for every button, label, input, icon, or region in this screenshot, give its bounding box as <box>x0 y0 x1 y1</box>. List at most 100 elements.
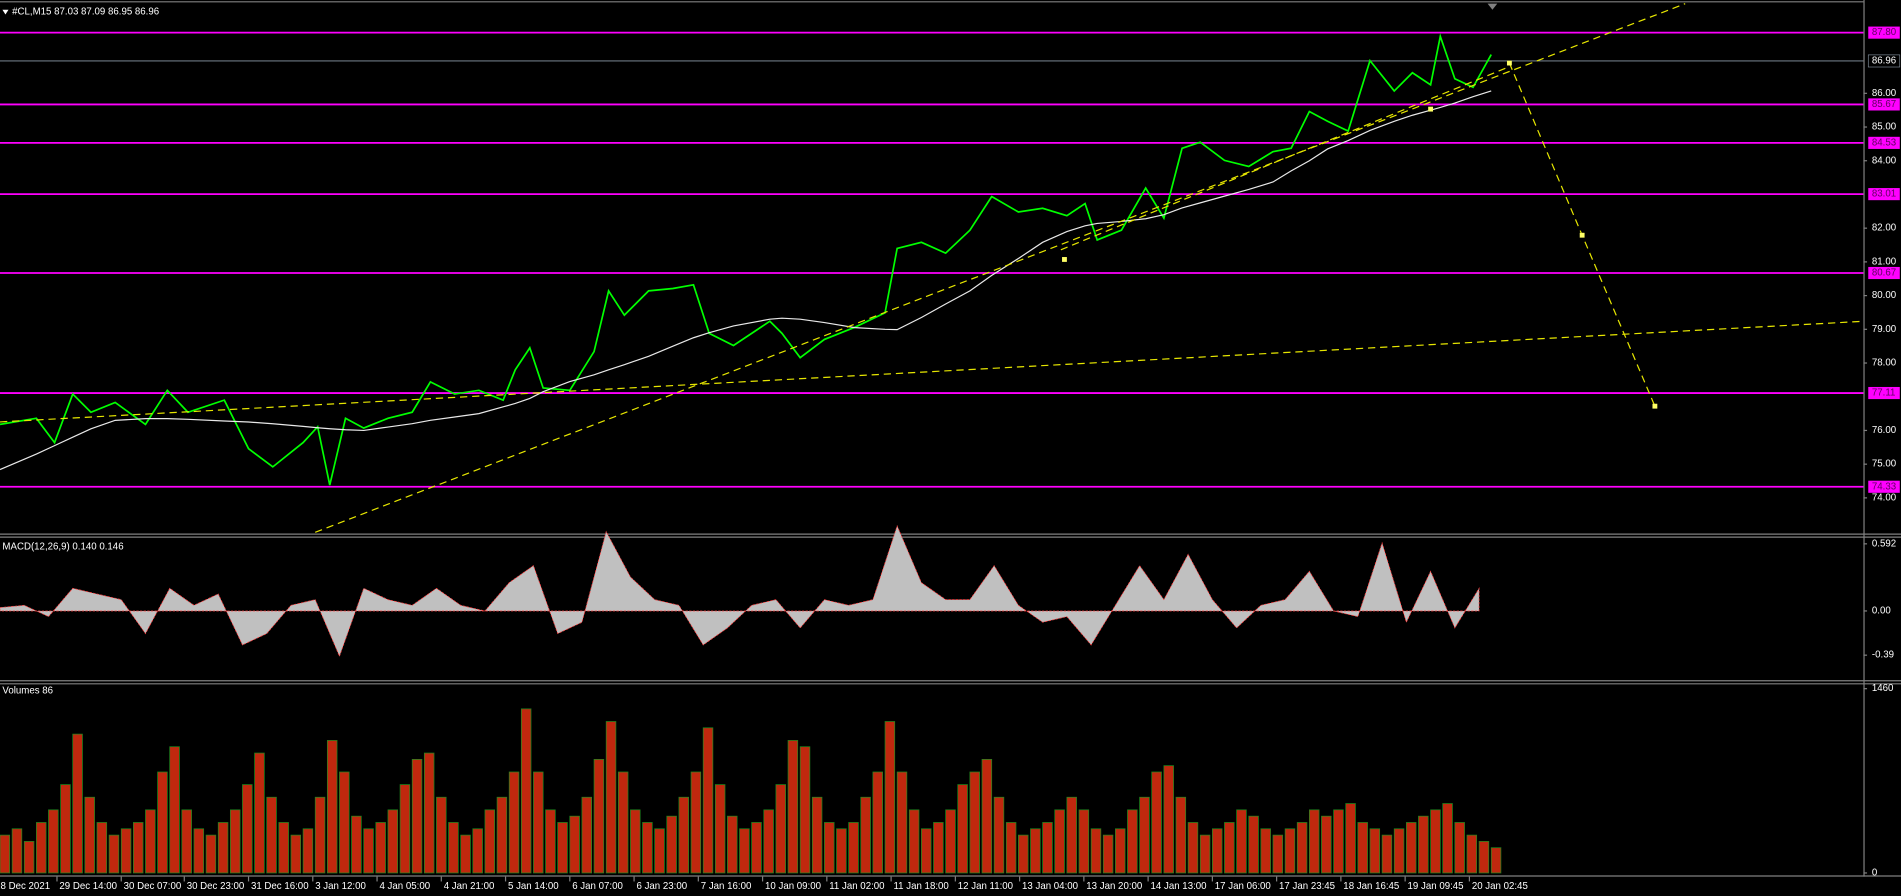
volume-bar <box>36 822 47 874</box>
volume-bar <box>290 834 302 874</box>
volume-bar <box>545 809 556 874</box>
volume-bar <box>193 828 205 874</box>
volume-bar <box>205 834 217 874</box>
level-label: 84.53 <box>1872 137 1896 148</box>
volume-bar <box>811 796 823 874</box>
y-tick-label: 0 <box>1872 868 1878 879</box>
volume-bar <box>1139 796 1150 874</box>
volume-bar <box>1430 809 1441 874</box>
volume-bar <box>1478 841 1490 874</box>
x-tick-label: 29 Dec 14:00 <box>59 881 117 892</box>
volume-bar <box>436 796 447 874</box>
volume-bar <box>423 752 435 874</box>
trendline <box>314 3 1686 533</box>
volume-bar <box>799 746 811 874</box>
volume-bar <box>884 721 896 874</box>
volume-bar <box>1187 822 1199 874</box>
y-tick-label: 79.00 <box>1872 324 1897 335</box>
volume-bar <box>387 809 399 874</box>
trendline <box>1060 66 1510 251</box>
price-line <box>0 33 1492 486</box>
volume-bar <box>1381 834 1393 874</box>
volume-bar <box>48 809 59 874</box>
volume-bar <box>1005 822 1017 874</box>
x-tick-label: 6 Jan 07:00 <box>572 881 623 892</box>
level-label-box <box>1868 480 1900 493</box>
volume-bar <box>278 822 289 874</box>
volume-bar <box>1151 771 1162 874</box>
volume-bar <box>1236 809 1247 874</box>
volume-bar <box>1333 809 1344 874</box>
volume-bar <box>520 708 532 874</box>
volume-bar <box>714 784 726 874</box>
volume-bar <box>581 796 593 874</box>
volume-bar <box>1418 815 1429 874</box>
x-tick-label: 6 Jan 23:00 <box>636 881 687 892</box>
x-tick-label: 18 Jan 16:45 <box>1343 881 1399 892</box>
volume-bar <box>1054 809 1065 874</box>
y-tick-label: 86.00 <box>1872 88 1897 99</box>
level-label-box <box>1868 188 1900 201</box>
volume-bar <box>1102 834 1114 874</box>
volume-bar <box>363 828 374 874</box>
volume-bar <box>1272 834 1284 874</box>
anchor <box>1579 232 1585 238</box>
volume-bar <box>981 758 993 874</box>
volume-bar <box>763 809 774 874</box>
volume-bar <box>1296 822 1308 874</box>
volume-bar <box>1490 847 1502 874</box>
volume-bar <box>1369 828 1381 874</box>
y-tick-label: 1460 <box>1872 683 1894 694</box>
volume-bar <box>496 796 508 874</box>
volume-bar <box>1078 809 1090 874</box>
x-tick-label: 30 Dec 23:00 <box>187 881 245 892</box>
volume-bar <box>1163 765 1174 874</box>
volume-bar <box>375 822 386 874</box>
volume-bar <box>169 746 180 874</box>
anchor-points <box>1062 60 1658 409</box>
y-tick-label: 0.592 <box>1872 538 1896 549</box>
volume-bar <box>484 809 496 874</box>
volume-bar <box>460 834 471 874</box>
x-tick-label: 11 Jan 18:00 <box>894 881 950 892</box>
volume-bar <box>702 727 714 874</box>
volume-bar <box>921 828 932 874</box>
volume-bar <box>896 771 908 874</box>
y-tick-label: 78.00 <box>1872 358 1897 369</box>
volume-bar <box>824 822 835 874</box>
volume-bar <box>411 758 423 874</box>
volume-bar <box>727 815 738 874</box>
volume-bar <box>933 822 944 874</box>
y-tick-label: 82.00 <box>1872 223 1897 234</box>
volume-bar <box>969 771 980 874</box>
volume-bar <box>120 828 132 874</box>
y-tick-label: 84.00 <box>1872 155 1897 166</box>
shift-marker <box>1487 3 1498 10</box>
volume-bar <box>1175 796 1187 874</box>
volume-bar <box>872 771 883 874</box>
volume-bar <box>569 815 580 874</box>
volume-bar <box>1357 822 1368 874</box>
volume-bar <box>1345 803 1356 874</box>
volume-bar <box>848 822 859 874</box>
anchor <box>1428 106 1434 112</box>
volume-bar <box>666 815 677 874</box>
volume-bar <box>1127 809 1138 874</box>
level-label: 80.67 <box>1872 268 1896 279</box>
volume-bar <box>1284 828 1296 874</box>
main-title: #CL,M15 87.03 87.09 86.95 86.96 <box>12 7 159 18</box>
volume-bar <box>1321 815 1332 874</box>
volume-bar <box>448 822 459 874</box>
y-tick-label: 74.00 <box>1872 492 1897 503</box>
x-tick-label: 19 Jan 09:45 <box>1408 881 1464 892</box>
macd-title: MACD(12,26,9) 0.140 0.146 <box>2 541 123 552</box>
x-tick-label: 3 Jan 12:00 <box>315 881 366 892</box>
level-label: 83.01 <box>1872 189 1896 200</box>
x-tick-label: 13 Jan 20:00 <box>1086 881 1143 892</box>
volume-bar <box>217 822 229 874</box>
menu-marker <box>2 9 9 15</box>
x-tick-label: 12 Jan 11:00 <box>958 881 1014 892</box>
volume-bar <box>229 809 241 874</box>
volume-bar <box>690 771 702 874</box>
x-tick-label: 4 Jan 21:00 <box>444 881 495 892</box>
